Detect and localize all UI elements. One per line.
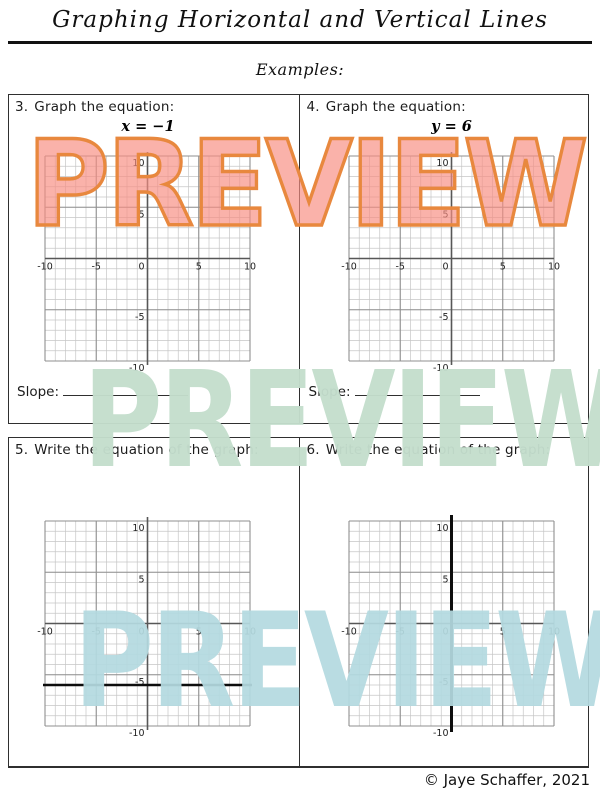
svg-text:10: 10 [244,262,256,273]
slope-row: Slope: [17,382,189,400]
svg-text:10: 10 [436,523,448,534]
problem-5-cell: 5. Write the equation of the graph: -10 -5… [9,438,300,766]
svg-text:-10: -10 [37,262,53,273]
problem-prompt: Write the equation of the graph: [325,442,551,458]
svg-text:-10: -10 [341,627,357,638]
svg-text:-5: -5 [395,627,404,638]
slope-label: Slope: [308,384,351,400]
coordinate-grid: -10 -5 0 5 10 10 5 -5 -10 [341,152,560,374]
svg-text:-5: -5 [395,262,404,273]
svg-text:-5: -5 [92,627,101,638]
problem-number: 4. [306,99,320,115]
examples-label: Examples: [255,60,345,79]
answer-blank [63,382,189,396]
svg-text:10: 10 [244,627,256,638]
svg-text:-5: -5 [135,312,144,323]
answer-blank [354,382,480,396]
svg-text:-10: -10 [37,627,53,638]
slope-label: Slope: [17,384,60,400]
svg-text:-10: -10 [432,728,448,739]
problem-prompt: Write the equation of the graph: [34,442,259,458]
equation-label: x = −1 [121,118,175,135]
title-divider [8,41,592,44]
svg-text:-10: -10 [341,262,357,273]
svg-text:0: 0 [442,627,448,638]
svg-text:-10: -10 [432,363,448,374]
problem-number: 5. [15,442,29,458]
svg-text:-10: -10 [129,363,145,374]
svg-text:10: 10 [132,158,144,169]
svg-text:5: 5 [442,209,448,220]
copyright-text: © Jaye Schaffer, 2021 [423,771,590,789]
problem-4-prompt: 4. Graph the equation: [307,99,466,115]
svg-text:-5: -5 [135,677,144,688]
svg-text:10: 10 [547,627,559,638]
svg-text:5: 5 [196,262,202,273]
problem-5-prompt: 5. Write the equation of the graph: [15,442,259,458]
problem-3-prompt: 3. Graph the equation: [15,99,174,115]
svg-text:5: 5 [138,209,144,220]
problem-number: 3. [15,99,29,115]
svg-text:10: 10 [547,262,559,273]
svg-text:-10: -10 [129,728,145,739]
svg-text:0: 0 [442,262,448,273]
problems-row-2: 5. Write the equation of the graph: -10 -5… [8,437,589,768]
svg-text:-5: -5 [92,262,101,273]
svg-text:0: 0 [138,627,144,638]
svg-text:10: 10 [132,523,144,534]
coordinate-grid: -10 -5 0 5 10 10 5 -5 -10 [341,515,560,739]
problem-6-cell: 6. Write the equation of the graph: -10 -5… [301,438,591,766]
svg-text:5: 5 [196,627,202,638]
svg-text:5: 5 [138,574,144,585]
coordinate-grid: -10 -5 0 5 10 10 5 -5 -10 [37,517,256,739]
svg-text:5: 5 [442,574,448,585]
equation-label: y = 6 [431,118,472,135]
svg-text:5: 5 [499,627,505,638]
problem-prompt: Graph the equation: [325,99,466,115]
problem-6-prompt: 6. Write the equation of the graph: [307,442,551,458]
problem-prompt: Graph the equation: [34,99,175,115]
svg-text:5: 5 [499,262,505,273]
svg-text:-5: -5 [439,312,448,323]
problem-number: 6. [306,442,320,458]
problems-row-1: 3. Graph the equation: x = −1 -10 -5 0 5 10 10… [8,94,589,424]
svg-text:0: 0 [138,262,144,273]
page-title: Graphing Horizontal and Vertical Lines [52,7,548,33]
slope-row: Slope: [309,382,480,400]
svg-text:10: 10 [436,158,448,169]
svg-text:-5: -5 [439,677,448,688]
problem-4-cell: 4. Graph the equation: y = 6 -10 -5 0 5 10 10 5… [301,95,591,423]
problem-3-cell: 3. Graph the equation: x = −1 -10 -5 0 5 10 10… [9,95,300,423]
coordinate-grid: -10 -5 0 5 10 10 5 -5 -10 [37,152,256,374]
